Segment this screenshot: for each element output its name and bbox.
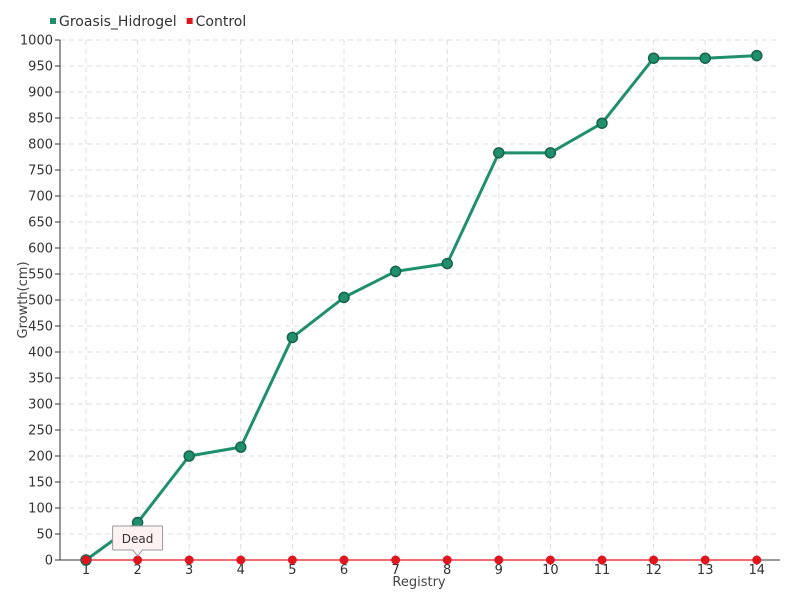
y-tick-label: 250 <box>28 424 53 439</box>
data-point[interactable] <box>544 147 557 159</box>
data-point[interactable] <box>545 555 555 565</box>
x-tick-label: 1 <box>82 563 90 578</box>
legend-swatch <box>186 18 193 24</box>
y-tick-label: 400 <box>28 346 53 361</box>
y-tick-label: 700 <box>28 190 53 205</box>
data-point[interactable] <box>235 441 247 453</box>
x-tick-label: 9 <box>495 563 503 578</box>
data-point[interactable] <box>286 331 299 344</box>
data-point[interactable] <box>494 555 504 565</box>
x-tick-label: 12 <box>645 563 662 578</box>
y-tick-label: 1000 <box>20 34 53 49</box>
x-tick-label: 11 <box>594 563 611 578</box>
x-tick-label: 8 <box>443 563 451 578</box>
legend-label[interactable]: Groasis_Hidrogel <box>59 14 177 30</box>
grid <box>55 39 780 565</box>
x-tick-label: 5 <box>288 563 296 578</box>
data-point[interactable] <box>442 555 452 565</box>
x-tick-label: 6 <box>340 563 348 578</box>
data-point[interactable] <box>649 555 659 565</box>
data-point[interactable] <box>287 555 297 565</box>
y-tick-label: 750 <box>28 164 53 179</box>
x-tick-label: 10 <box>542 563 559 578</box>
annotation-tooltip: Dead <box>112 525 164 557</box>
tooltip-text: Dead <box>122 532 154 546</box>
data-point[interactable] <box>339 555 349 565</box>
data-point[interactable] <box>493 147 505 159</box>
y-tick-label: 50 <box>36 528 53 543</box>
data-point[interactable] <box>751 49 763 62</box>
legend: Groasis_Hidrogel Control <box>50 14 246 30</box>
y-tick-label: 300 <box>28 398 53 413</box>
data-point[interactable] <box>183 450 195 462</box>
y-tick-label: 0 <box>45 554 53 569</box>
data-point[interactable] <box>133 555 143 565</box>
data-point[interactable] <box>597 555 607 565</box>
x-axis-title: Registry <box>392 575 446 590</box>
y-tick-label: 550 <box>28 268 53 283</box>
annotations: Dead <box>112 525 164 557</box>
x-tick-label: 14 <box>749 563 766 578</box>
data-point[interactable] <box>391 555 401 565</box>
data-point[interactable] <box>338 291 350 304</box>
y-tick-label: 800 <box>28 138 53 153</box>
y-tick-labels: 0 50 100 150 200 250 300 350 400 450 500 550 600 650 7… <box>20 34 53 569</box>
y-tick-label: 350 <box>28 372 53 387</box>
x-tick-labels: 1 2 3 4 5 6 7 8 9 10 11 12 13 14 <box>82 563 765 578</box>
data-point[interactable] <box>81 555 91 565</box>
x-tick-label: 7 <box>391 563 399 578</box>
data-point[interactable] <box>389 265 402 278</box>
tooltip-pointer <box>131 549 144 557</box>
legend-label[interactable]: Control <box>196 14 247 30</box>
data-point[interactable] <box>700 555 710 565</box>
y-tick-label: 500 <box>28 294 53 309</box>
y-tick-label: 150 <box>28 476 53 491</box>
series <box>80 49 763 566</box>
y-tick-label: 100 <box>28 502 53 517</box>
x-tick-label: 3 <box>185 563 193 578</box>
data-point[interactable] <box>236 555 246 565</box>
y-tick-label: 950 <box>28 60 53 75</box>
y-tick-label: 850 <box>28 112 53 127</box>
y-tick-label: 450 <box>28 320 53 335</box>
series-line <box>85 54 757 562</box>
y-tick-label: 200 <box>28 450 53 465</box>
y-tick-label: 650 <box>28 216 53 231</box>
y-tick-label: 900 <box>28 86 53 101</box>
y-axis-title: Growth(cm) <box>16 261 31 338</box>
data-point[interactable] <box>441 257 453 270</box>
y-tick-label: 600 <box>28 242 53 257</box>
data-point[interactable] <box>647 52 660 64</box>
data-point[interactable] <box>752 555 762 565</box>
legend-swatch <box>50 18 56 24</box>
data-point[interactable] <box>596 117 608 129</box>
x-tick-label: 13 <box>697 563 714 578</box>
data-point[interactable] <box>699 52 711 64</box>
data-point[interactable] <box>184 555 194 565</box>
x-tick-label: 2 <box>133 563 141 578</box>
x-tick-label: 4 <box>237 563 245 578</box>
